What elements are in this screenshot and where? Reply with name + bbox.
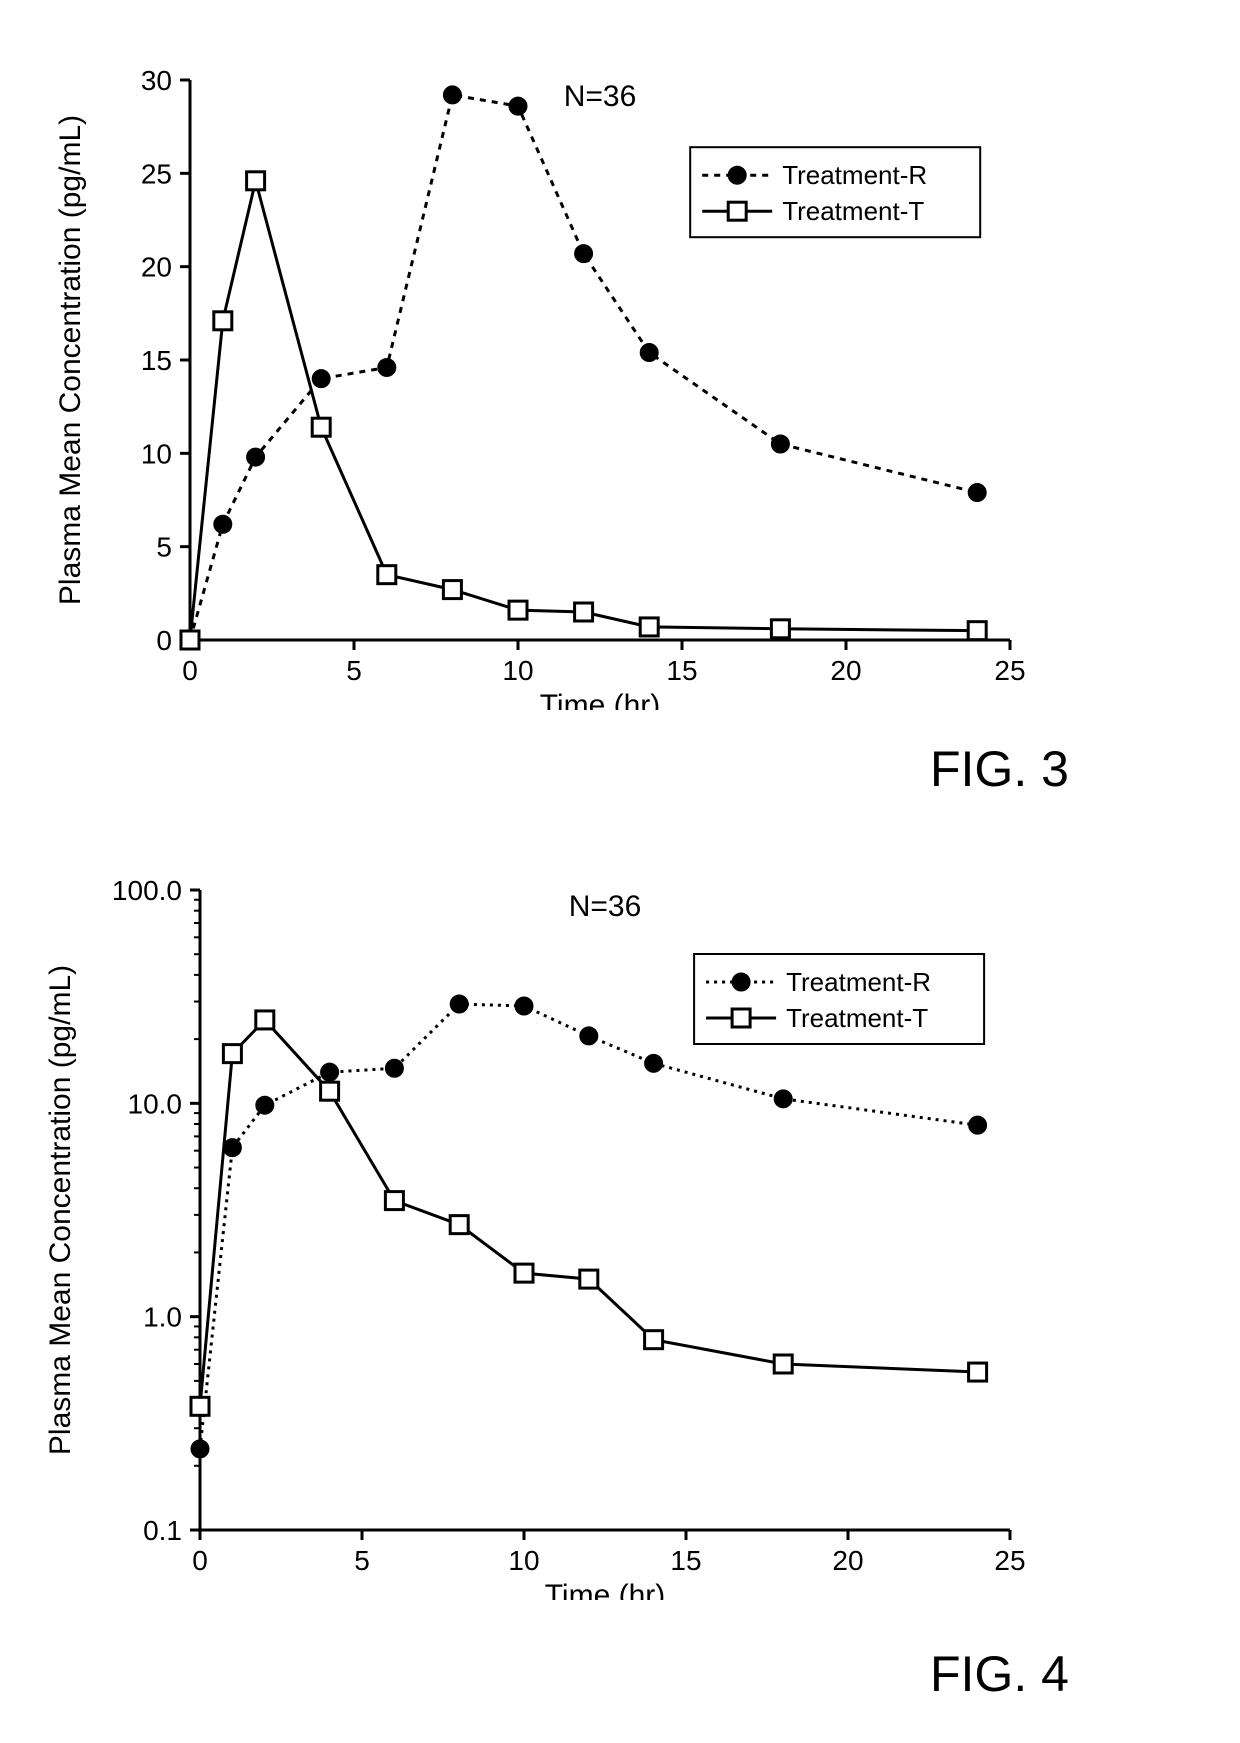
svg-text:0: 0 [192,1545,208,1576]
svg-text:10: 10 [141,438,172,469]
svg-text:20: 20 [830,655,861,686]
svg-text:Plasma Mean Concentration (pg/: Plasma Mean Concentration (pg/mL) [44,965,77,1455]
svg-text:0: 0 [156,625,172,656]
page: 0 5 10 15 20 25 0 5 10 15 20 25 30 Time (hr) Plasma Me… [0,0,1240,1743]
svg-text:100.0: 100.0 [112,875,182,906]
svg-text:5: 5 [156,532,172,563]
svg-text:10: 10 [508,1545,539,1576]
svg-text:5: 5 [346,655,362,686]
svg-text:25: 25 [994,655,1025,686]
fig4-chart: 0 5 10 15 20 25 0.1 1.0 10.0 100.0 Time (hr) Plasma… [0,840,1100,1600]
fig3-label: FIG. 3 [930,740,1069,798]
svg-text:Treatment-R: Treatment-R [782,160,927,190]
fig4-svg: 0 5 10 15 20 25 0.1 1.0 10.0 100.0 Time (hr) Plasma… [0,840,1100,1600]
svg-text:Treatment-T: Treatment-T [782,196,924,226]
svg-text:10: 10 [502,655,533,686]
svg-text:0.1: 0.1 [143,1515,182,1546]
svg-text:25: 25 [994,1545,1025,1576]
svg-text:15: 15 [666,655,697,686]
svg-text:0: 0 [182,655,198,686]
svg-text:Treatment-T: Treatment-T [786,1003,928,1033]
fig3-svg: 0 5 10 15 20 25 0 5 10 15 20 25 30 Time (hr) Plasma Me… [0,30,1100,710]
svg-text:N=36: N=36 [564,80,637,113]
fig4-label: FIG. 4 [930,1645,1069,1703]
fig3-chart: 0 5 10 15 20 25 0 5 10 15 20 25 30 Time (hr) Plasma Me… [0,30,1100,710]
svg-text:Time (hr): Time (hr) [545,1579,666,1600]
svg-text:Treatment-R: Treatment-R [786,967,931,997]
svg-text:15: 15 [141,345,172,376]
svg-text:1.0: 1.0 [143,1302,182,1333]
svg-text:Time (hr): Time (hr) [540,689,661,710]
svg-text:5: 5 [354,1545,370,1576]
svg-text:30: 30 [141,65,172,96]
svg-text:Plasma Mean Concentration (pg/: Plasma Mean Concentration (pg/mL) [54,115,87,605]
svg-text:25: 25 [141,158,172,189]
svg-text:20: 20 [832,1545,863,1576]
svg-text:N=36: N=36 [569,890,642,923]
svg-text:15: 15 [670,1545,701,1576]
svg-text:20: 20 [141,252,172,283]
svg-text:10.0: 10.0 [128,1088,183,1119]
